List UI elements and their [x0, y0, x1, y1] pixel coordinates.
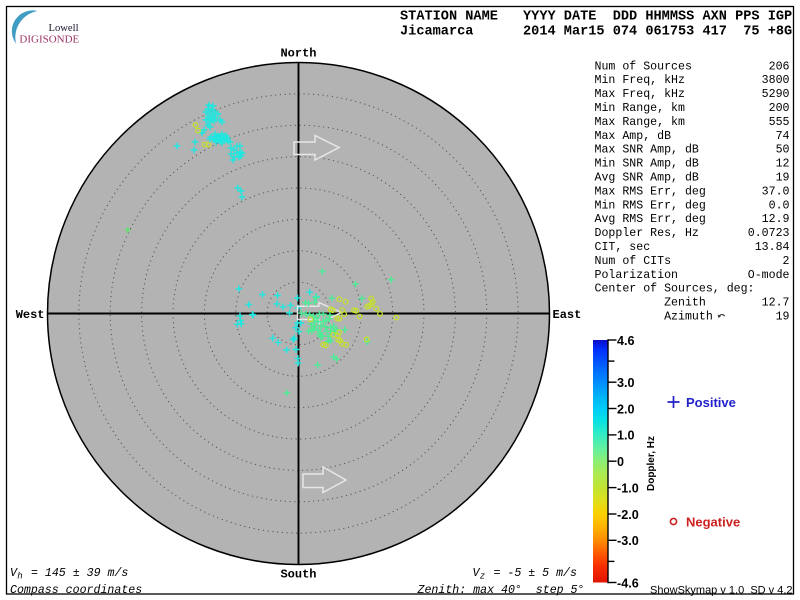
svg-text:13.84: 13.84: [755, 241, 790, 254]
svg-text:5290: 5290: [762, 88, 790, 101]
svg-text:200: 200: [769, 102, 790, 115]
svg-text:3800: 3800: [762, 74, 790, 87]
svg-text:Lowell: Lowell: [49, 23, 79, 34]
svg-text:4.6: 4.6: [617, 334, 635, 348]
svg-text:Min SNR Amp, dB: Min SNR Amp, dB: [595, 158, 699, 171]
svg-text:12.7: 12.7: [762, 297, 790, 310]
svg-text:Num of Sources: Num of Sources: [595, 60, 692, 73]
svg-text:Polarization: Polarization: [595, 269, 679, 282]
svg-text:2014 Mar15 074 061753 417 75: 2014 Mar15 074 061753 417 75 +8G: [523, 25, 792, 40]
svg-text:Avg SNR Amp, dB: Avg SNR Amp, dB: [595, 172, 699, 185]
svg-text:Min Freq, kHz: Min Freq, kHz: [595, 74, 685, 87]
svg-text:Negative: Negative: [686, 514, 740, 529]
svg-text:Max Amp, dB: Max Amp, dB: [595, 130, 672, 143]
svg-text:= 145 ± 39 m/s: = 145 ± 39 m/s: [24, 567, 128, 580]
svg-text:Max SNR Amp, dB: Max SNR Amp, dB: [595, 144, 699, 157]
svg-text:1.0: 1.0: [617, 429, 635, 443]
svg-text:12: 12: [776, 158, 790, 171]
svg-text:Positive: Positive: [686, 395, 736, 410]
svg-text:Zenith: max 40° step 5°: Zenith: max 40° step 5°: [417, 584, 585, 597]
svg-text:Center of Sources, deg:: Center of Sources, deg:: [595, 283, 755, 296]
svg-text:Compass coordinates: Compass coordinates: [10, 584, 142, 597]
svg-text:Doppler Res, Hz: Doppler Res, Hz: [595, 227, 699, 240]
svg-text:V: V: [10, 567, 18, 580]
svg-text:z: z: [480, 572, 485, 582]
svg-text:Jicamarca: Jicamarca: [400, 25, 473, 40]
svg-text:West: West: [16, 308, 45, 322]
svg-text:ShowSkymap v 1.0 SD v 4.2: ShowSkymap v 1.0 SD v 4.2: [650, 585, 792, 597]
svg-text:-3.0: -3.0: [617, 534, 639, 548]
svg-text:Max Range, km: Max Range, km: [595, 116, 685, 129]
svg-text:South: South: [280, 568, 316, 582]
svg-text:19: 19: [776, 311, 790, 324]
svg-text:YYYY DATE DDD HHMMSS AXN PPS: YYYY DATE DDD HHMMSS AXN PPS IGP: [523, 10, 792, 25]
svg-text:Zenith: Zenith: [595, 297, 706, 310]
svg-text:Doppler, Hz: Doppler, Hz: [646, 436, 657, 491]
svg-text:0.0: 0.0: [769, 199, 790, 212]
svg-text:Max RMS Err, deg: Max RMS Err, deg: [595, 185, 706, 198]
svg-text:-4.6: -4.6: [617, 576, 639, 590]
svg-text:Avg RMS Err, deg: Avg RMS Err, deg: [595, 213, 706, 226]
svg-text:206: 206: [769, 60, 790, 73]
svg-text:12.9: 12.9: [762, 213, 790, 226]
svg-text:555: 555: [769, 116, 790, 129]
svg-text:CIT, sec: CIT, sec: [595, 241, 651, 254]
svg-text:h: h: [17, 572, 22, 582]
svg-text:-2.0: -2.0: [617, 508, 639, 522]
svg-text:Max Freq, kHz: Max Freq, kHz: [595, 88, 685, 101]
svg-text:Num of CITs: Num of CITs: [595, 255, 672, 268]
svg-text:3.0: 3.0: [617, 376, 635, 390]
svg-text:STATION NAME: STATION NAME: [400, 10, 498, 25]
svg-text:2.0: 2.0: [617, 402, 635, 416]
svg-text:50: 50: [776, 144, 790, 157]
svg-text:Min Range, km: Min Range, km: [595, 102, 685, 115]
svg-text:0.0723: 0.0723: [748, 227, 790, 240]
svg-text:37.0: 37.0: [762, 185, 790, 198]
svg-text:-1.0: -1.0: [617, 481, 639, 495]
svg-text:V: V: [473, 567, 481, 580]
svg-text:74: 74: [776, 130, 790, 143]
svg-text:East: East: [553, 308, 582, 322]
svg-text:North: North: [280, 47, 316, 61]
svg-text:DIGISONDE: DIGISONDE: [19, 33, 79, 45]
svg-text:= -5 ± 5 m/s: = -5 ± 5 m/s: [487, 567, 577, 580]
svg-text:Azimuth: Azimuth: [595, 311, 713, 324]
svg-text:19: 19: [776, 172, 790, 185]
svg-text:2: 2: [783, 255, 790, 268]
svg-text:Min RMS Err, deg: Min RMS Err, deg: [595, 199, 706, 212]
svg-text:O-mode: O-mode: [748, 269, 790, 282]
svg-text:0: 0: [617, 455, 624, 469]
